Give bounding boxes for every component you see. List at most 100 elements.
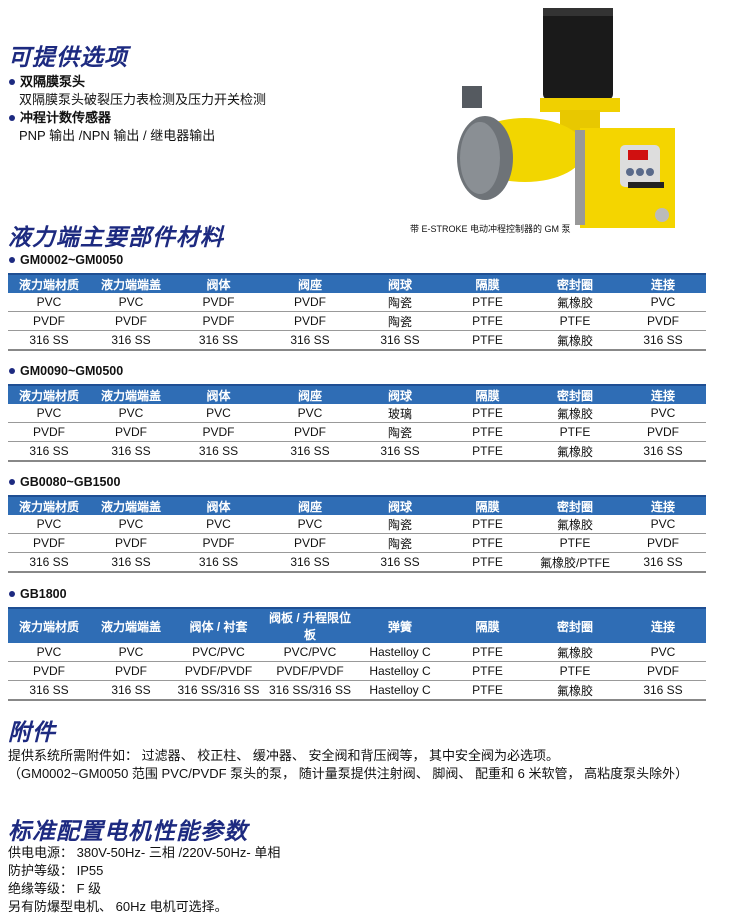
model-label: GM0090~GM0500 [20,364,124,378]
table-cell: PTFE [445,680,530,701]
model-label: GB0080~GB1500 [20,475,121,489]
table-cell: PVC [90,293,172,312]
column-header: 弹簧 [355,607,445,643]
table-row: PVDF PVDF PVDF PVDF 陶瓷 PTFE PTFE PVDF [8,422,706,442]
table-row: PVDF PVDF PVDF PVDF 陶瓷 PTFE PTFE PVDF [8,311,706,331]
table-row: 316 SS 316 SS 316 SS 316 SS 316 SS PTFE 氟橡胶 316… [8,441,706,462]
table-cell: PVC [620,515,706,534]
table-cell: PTFE [445,422,530,442]
table-cell: 316 SS [265,552,355,573]
table-cell: 陶瓷 [355,311,445,331]
table-cell: 316 SS [265,441,355,462]
table-cell: PVC [8,404,90,423]
column-header: 阀球 [355,495,445,515]
bullet-icon [9,257,15,264]
table-cell: PTFE [445,293,530,312]
table-cell: 氟橡胶 [530,293,620,312]
table-cell: 316 SS [172,441,265,462]
column-header: 液力端材质 [8,384,90,404]
column-header: 阀球 [355,273,445,293]
table-cell: PVC [8,643,90,662]
column-header: 阀座 [265,495,355,515]
table-cell: PTFE [445,552,530,573]
option-label: 双隔膜泵头 [20,74,86,89]
table-cell: PVC [620,404,706,423]
column-header: 阀体 / 衬套 [172,607,265,643]
table-cell: PTFE [445,311,530,331]
table-cell: PVDF [265,533,355,553]
model-heading: GB1800 [8,587,67,601]
motor-insulation: 绝缘等级： F 级 [8,881,102,896]
table-cell: 316 SS [172,330,265,351]
table-row: PVC PVC PVC/PVC PVC/PVC Hastelloy C PTFE 氟橡胶 PV… [8,643,706,662]
table-cell: 陶瓷 [355,533,445,553]
table-cell: 陶瓷 [355,293,445,312]
table-cell: PVDF [8,533,90,553]
column-header: 液力端端盖 [90,273,172,293]
image-caption: 带 E-STROKE 电动冲程控制器的 GM 泵 [410,224,571,234]
bullet-icon [9,591,15,598]
column-header: 液力端材质 [8,273,90,293]
table-cell: PVDF [620,422,706,442]
table-cell: 氟橡胶 [530,330,620,351]
column-header: 密封圈 [530,273,620,293]
table-cell: PVDF [8,422,90,442]
column-header: 阀体 [172,273,265,293]
column-header: 阀板 / 升程限位板 [265,607,355,643]
column-header: 液力端材质 [8,607,90,643]
accessories-note: （GM0002~GM0050 范围 PVC/PVDF 泵头的泵， 随计量泵提供注… [8,766,689,781]
table-header-row: 液力端材质 液力端端盖 阀体 阀座 阀球 隔膜 密封圈 连接 [8,384,706,404]
table-cell: 氟橡胶 [530,441,620,462]
column-header: 阀球 [355,384,445,404]
table-cell: 316 SS [355,330,445,351]
model-heading: GM0002~GM0050 [8,253,123,267]
option-label: 冲程计数传感器 [20,110,112,125]
column-header: 隔膜 [445,384,530,404]
table-cell: PTFE [445,533,530,553]
table-cell: PVDF [265,422,355,442]
column-header: 隔膜 [445,273,530,293]
table-cell: PTFE [445,661,530,681]
bullet-icon [9,368,15,375]
column-header: 隔膜 [445,607,530,643]
table-header-row: 液力端材质 液力端端盖 阀体 阀座 阀球 隔膜 密封圈 连接 [8,273,706,293]
table-cell: 316 SS [8,330,90,351]
table-cell: PTFE [445,330,530,351]
table-cell: PVC [265,515,355,534]
table-row: PVC PVC PVC PVC 陶瓷 PTFE 氟橡胶 PVC [8,515,706,534]
table-header-row: 液力端材质 液力端端盖 阀体 阀座 阀球 隔膜 密封圈 连接 [8,495,706,515]
table-cell: 316 SS [620,552,706,573]
table-cell: 氟橡胶 [530,404,620,423]
table-header-row: 液力端材质 液力端端盖 阀体 / 衬套 阀板 / 升程限位板 弹簧 隔膜 密封圈 连接 [8,607,706,643]
table-cell: PVDF [620,311,706,331]
table-cell: PVDF [265,293,355,312]
table-cell: PVC [8,293,90,312]
table-row: PVC PVC PVDF PVDF 陶瓷 PTFE 氟橡胶 PVC [8,293,706,312]
column-header: 阀体 [172,495,265,515]
table-cell: PVDF/PVDF [265,661,355,681]
table-cell: PVDF [90,422,172,442]
materials-title: 液力端主要部件材料 [8,224,224,250]
table-cell: 氟橡胶/PTFE [530,552,620,573]
column-header: 阀座 [265,384,355,404]
table-cell: 316 SS [90,680,172,701]
materials-table: 液力端材质 液力端端盖 阀体 阀座 阀球 隔膜 密封圈 连接 PVC PVC PVDF PVDF 陶瓷 P… [8,273,706,351]
table-cell: PVDF [620,533,706,553]
accessories-title: 附件 [8,719,56,745]
column-header: 密封圈 [530,495,620,515]
table-cell: Hastelloy C [355,680,445,701]
table-cell: 316 SS [8,441,90,462]
table-cell: PVC [90,404,172,423]
table-cell: 316 SS [90,441,172,462]
table-row: PVDF PVDF PVDF/PVDF PVDF/PVDF Hastelloy C PTF… [8,661,706,681]
table-cell: PVDF [265,311,355,331]
table-cell: PVDF [172,533,265,553]
table-cell: 316 SS/316 SS [265,680,355,701]
table-cell: PVC [265,404,355,423]
table-cell: 316 SS/316 SS [172,680,265,701]
table-row: 316 SS 316 SS 316 SS 316 SS 316 SS PTFE 氟橡胶/PT… [8,552,706,573]
table-cell: PTFE [445,404,530,423]
model-label: GB1800 [20,587,67,601]
table-cell: 氟橡胶 [530,643,620,662]
